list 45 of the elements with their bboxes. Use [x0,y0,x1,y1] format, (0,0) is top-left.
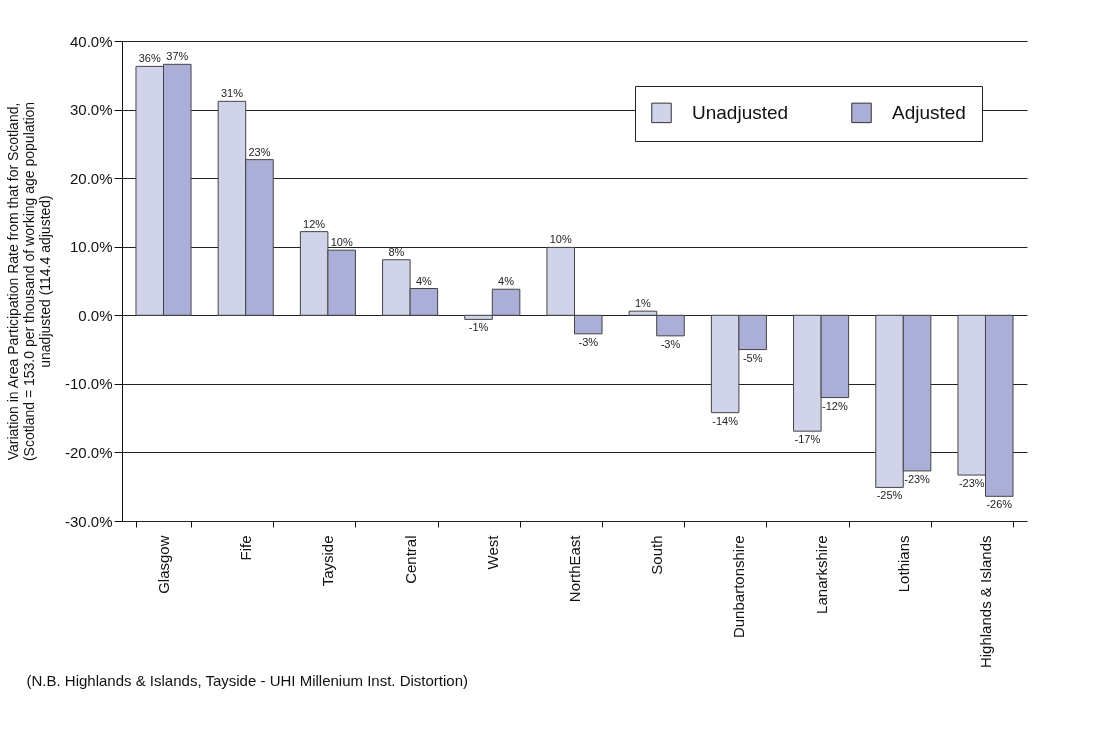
data-label: 23% [248,145,271,158]
data-label: -14% [712,414,739,427]
data-label: -3% [660,337,681,350]
x-tick-label: Lothians [894,535,912,593]
legend-label: Unadjusted [692,101,789,123]
x-tick-label: West [483,534,501,570]
data-label: -23% [904,472,931,485]
data-label: -12% [822,399,848,412]
data-label: 4% [498,275,515,288]
y-tick-label: -20.0% [64,443,113,461]
legend-label: Adjusted [892,101,966,123]
data-label: 1% [634,297,652,310]
y-tick-label: 40.0% [69,32,113,50]
data-label: 12% [303,217,326,230]
data-label: 10% [549,233,572,246]
data-label: 10% [330,236,353,249]
data-label: 37% [166,50,189,63]
y-axis-title: Variation in Area Participation Rate from that for Scotland, (Scotland = 153.0 per thousand of working age population unadjusted (114.4 adjusted) [4,101,53,462]
x-tick-label: NorthEast [566,534,583,603]
x-tick-label: Fife [237,535,255,561]
data-label: -3% [578,335,599,348]
data-label: 8% [388,245,405,258]
data-label: -1% [468,321,489,334]
x-tick-label: Lanarkshire [812,535,830,614]
y-tick-label: 20.0% [69,169,113,187]
x-tick-label: South [648,535,666,575]
y-tick-label: 0.0% [78,306,113,324]
data-label: -5% [742,351,763,364]
data-label: 31% [220,87,244,100]
y-tick-label: -10.0% [64,375,113,393]
x-tick-label: Glasgow [155,535,173,594]
data-label: -23% [958,477,985,490]
x-tick-label: Dunbartonshire [730,535,748,639]
y-tick-label: 10.0% [69,238,113,256]
y-tick-label: 30.0% [69,101,113,119]
data-label: 4% [415,274,433,287]
y-tick-label: -30.0% [64,512,113,530]
data-label: -26% [986,498,1013,511]
data-label: -17% [794,433,821,446]
x-tick-label: Highlands & Islands [976,535,994,669]
x-tick-label: Tayside [319,535,337,587]
x-tick-label: Central [401,535,419,584]
data-label: 36% [138,52,161,65]
data-label: -25% [876,489,903,502]
text: (N.B. Highlands & Islands, Tayside - UHI Millenium Inst. Distortion) [26,671,469,689]
